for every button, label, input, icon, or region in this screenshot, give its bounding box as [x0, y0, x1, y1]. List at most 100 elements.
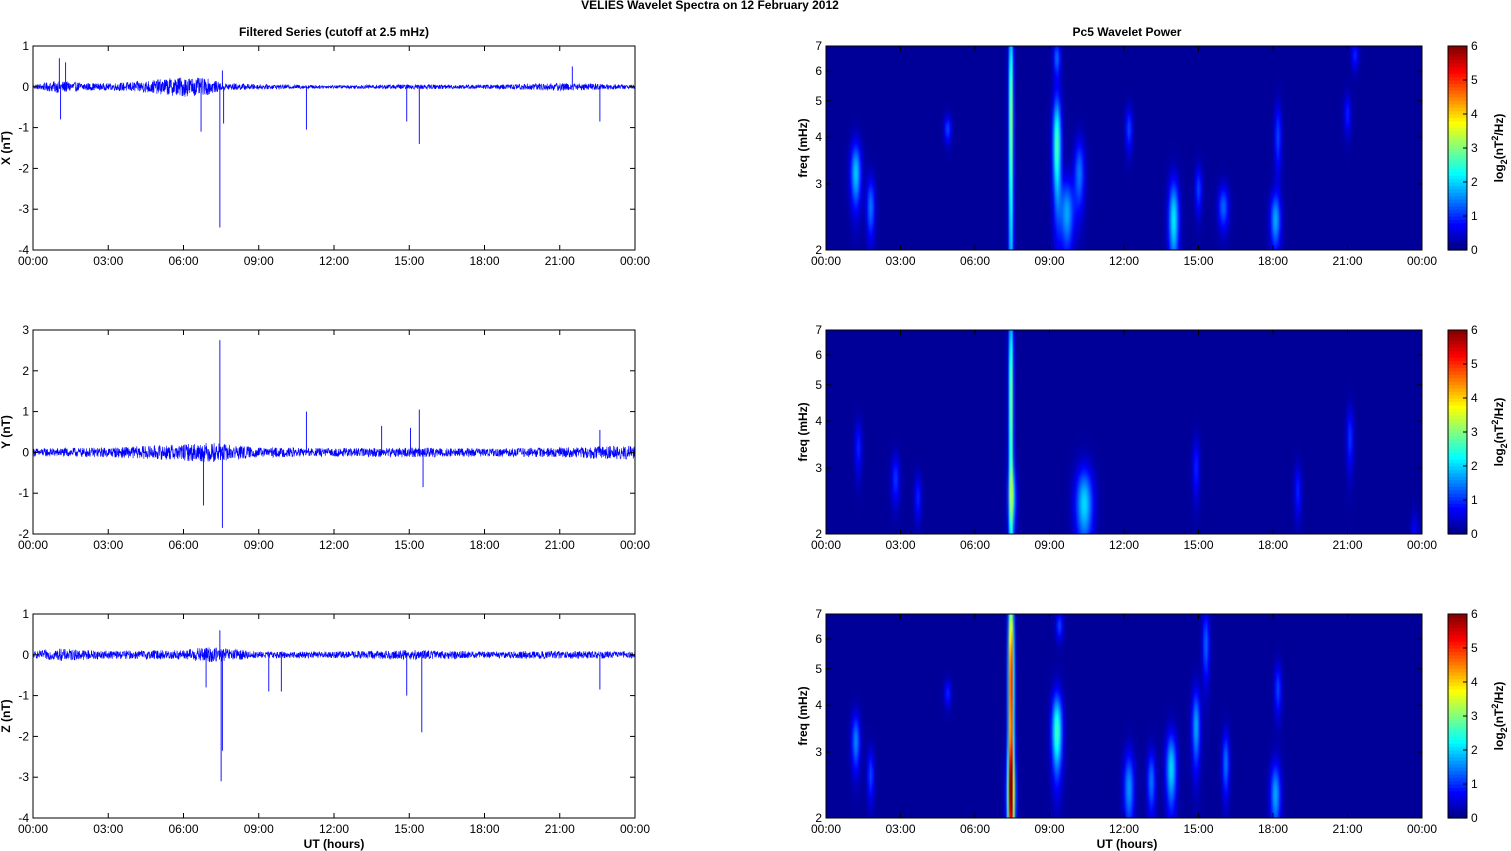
colorbar-tick-label: 5	[1471, 73, 1478, 87]
colorbar-tick-label: 4	[1471, 675, 1478, 689]
y-tick-label: -2	[18, 161, 29, 175]
x-tick-label: 00:00	[811, 822, 841, 836]
colorbar: 0 1 2 3 4 5 6 log2(nT2/Hz)	[1447, 607, 1509, 825]
x-tick-label: 09:00	[244, 538, 274, 552]
y-tick-label: -4	[18, 243, 29, 257]
colorbar-tick-label: 4	[1471, 107, 1478, 121]
x-tick-label: 00:00	[18, 822, 48, 836]
colorbar-tick-label: 6	[1471, 39, 1478, 53]
x-axis-label-left: UT (hours)	[304, 837, 365, 851]
x-tick-label: 15:00	[394, 254, 424, 268]
y-tick-label: -3	[18, 770, 29, 784]
y-tick-label: 3	[815, 177, 822, 191]
y-tick-label: 3	[22, 323, 29, 337]
x-tick-label: 09:00	[1034, 538, 1064, 552]
x-tick-label: 15:00	[394, 538, 424, 552]
x-tick-label: 15:00	[1183, 254, 1213, 268]
colorbar-tick-label: 0	[1471, 243, 1478, 257]
y-axis-label: freq (mHz)	[796, 118, 810, 177]
figure-title: VELIES Wavelet Spectra on 12 February 20…	[581, 0, 839, 12]
colorbar-label: log2(nT2/Hz)	[1490, 114, 1509, 183]
x-tick-label: 21:00	[545, 254, 575, 268]
colorbar: 0 1 2 3 4 5 6 log2(nT2/Hz)	[1447, 39, 1509, 257]
y-axis-label: freq (mHz)	[796, 402, 810, 461]
y-tick-label: 5	[815, 662, 822, 676]
y-tick-label: -3	[18, 202, 29, 216]
x-axis-label-right: UT (hours)	[1097, 837, 1158, 851]
y-tick-label: 6	[815, 64, 822, 78]
x-tick-label: 00:00	[18, 538, 48, 552]
x-tick-label: 03:00	[885, 254, 915, 268]
x-tick-label: 09:00	[1034, 822, 1064, 836]
x-tick-label: 21:00	[545, 538, 575, 552]
x-tick-label: 12:00	[319, 822, 349, 836]
y-tick-label: 5	[815, 378, 822, 392]
y-tick-label: -1	[18, 486, 29, 500]
y-tick-label: 2	[22, 364, 29, 378]
signal-trace	[32, 647, 636, 663]
y-tick-label: 2	[815, 243, 822, 257]
x-tick-label: 09:00	[244, 822, 274, 836]
colorbar-tick-label: 3	[1471, 141, 1478, 155]
x-tick-label: 15:00	[394, 822, 424, 836]
y-tick-label: -4	[18, 811, 29, 825]
x-tick-label: 12:00	[1109, 822, 1139, 836]
wavelet-power-image	[826, 614, 1422, 818]
y-tick-label: 6	[815, 348, 822, 362]
y-tick-label: 5	[815, 94, 822, 108]
colorbar-tick-label: 4	[1471, 391, 1478, 405]
x-tick-label: 21:00	[545, 822, 575, 836]
x-tick-label: 00:00	[1407, 822, 1437, 836]
colorbar-tick-label: 2	[1471, 175, 1478, 189]
y-tick-label: -1	[18, 689, 29, 703]
y-tick-label: 3	[815, 745, 822, 759]
colorbar: 0 1 2 3 4 5 6 log2(nT2/Hz)	[1447, 323, 1509, 541]
x-tick-label: 00:00	[1407, 254, 1437, 268]
x-tick-label: 15:00	[1183, 822, 1213, 836]
y-tick-label: -1	[18, 121, 29, 135]
colorbar-tick-label: 6	[1471, 323, 1478, 337]
signal-trace	[32, 77, 636, 97]
colorbar-tick-label: 2	[1471, 743, 1478, 757]
x-tick-label: 06:00	[960, 822, 990, 836]
x-tick-label: 03:00	[885, 538, 915, 552]
y-tick-label: 2	[815, 527, 822, 541]
timeseries-panel-z: 10-1-2-3-400:00 03:00 06:00 09:00 12:00 15:00…	[0, 607, 650, 836]
x-tick-label: 18:00	[469, 822, 499, 836]
x-tick-label: 00:00	[811, 254, 841, 268]
y-tick-label: 2	[815, 811, 822, 825]
y-tick-label: 1	[22, 607, 29, 621]
colorbar-tick-label: 6	[1471, 607, 1478, 621]
colorbar-label: log2(nT2/Hz)	[1490, 398, 1509, 467]
timeseries-panel-x: 10-1-2-3-400:00 03:00 06:00 09:00 12:00 15:00…	[0, 39, 650, 268]
x-tick-label: 00:00	[811, 538, 841, 552]
y-tick-label: 7	[815, 323, 822, 337]
y-tick-label: -2	[18, 527, 29, 541]
colorbar-tick-label: 1	[1471, 777, 1478, 791]
x-tick-label: 21:00	[1332, 254, 1362, 268]
colorbar-tick-label: 3	[1471, 709, 1478, 723]
y-tick-label: 0	[22, 445, 29, 459]
y-tick-label: 0	[22, 80, 29, 94]
x-tick-label: 03:00	[885, 822, 915, 836]
x-tick-label: 03:00	[93, 822, 123, 836]
colorbar-label: log2(nT2/Hz)	[1490, 682, 1509, 751]
y-tick-label: 4	[815, 698, 822, 712]
x-tick-label: 15:00	[1183, 538, 1213, 552]
y-tick-label: 7	[815, 39, 822, 53]
x-tick-label: 18:00	[1258, 254, 1288, 268]
signal-trace	[32, 442, 636, 463]
x-tick-label: 06:00	[168, 822, 198, 836]
wavelet-panel-y: 2 3 4 5 6 7 00:00 03:00 06:00 09:00 12:00 15:00 18:0…	[796, 323, 1509, 552]
y-tick-label: -2	[18, 729, 29, 743]
wavelet-panel-x: 2 3 4 5 6 7 00:00 03:00 06:00 09:00 12:00 15:00 18:0…	[796, 39, 1509, 268]
x-tick-label: 18:00	[469, 538, 499, 552]
y-tick-label: 6	[815, 632, 822, 646]
y-tick-label: 4	[815, 414, 822, 428]
x-tick-label: 21:00	[1332, 822, 1362, 836]
x-tick-label: 00:00	[18, 254, 48, 268]
x-tick-label: 18:00	[1258, 538, 1288, 552]
y-axis-label: freq (mHz)	[796, 686, 810, 745]
wavelet-panel-z: 2 3 4 5 6 7 00:00 03:00 06:00 09:00 12:00 15:00 18:0…	[796, 607, 1509, 836]
